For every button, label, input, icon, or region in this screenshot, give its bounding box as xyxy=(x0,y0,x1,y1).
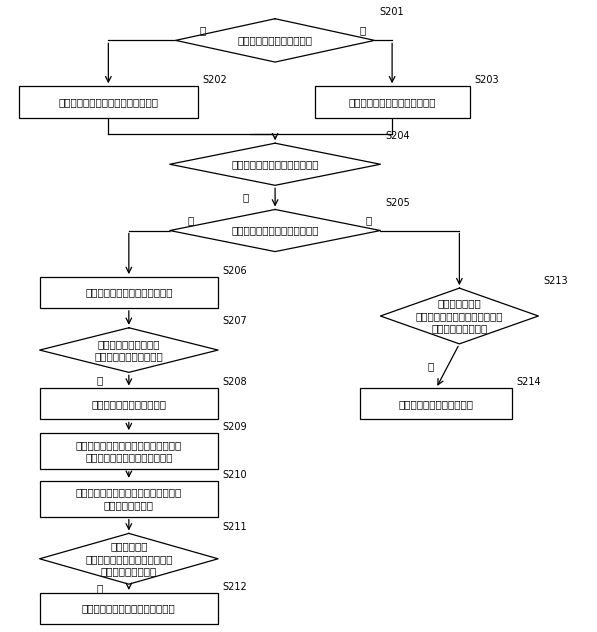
Polygon shape xyxy=(176,19,374,62)
Text: 判定压力波传感器发生故障: 判定压力波传感器发生故障 xyxy=(91,399,167,409)
Text: S202: S202 xyxy=(202,75,227,85)
Text: S209: S209 xyxy=(223,422,247,432)
Text: S207: S207 xyxy=(223,316,248,326)
Text: 判断列车的压力
波列车线激活信号的激活累计时
长是否超出预设时长: 判断列车的压力 波列车线激活信号的激活累计时 长是否超出预设时长 xyxy=(416,298,503,334)
Bar xyxy=(39,593,218,624)
Bar xyxy=(39,389,218,420)
Text: S206: S206 xyxy=(223,265,247,276)
Text: 根据压差预估数据对压力波传感器的压
差检测值进行修正: 根据压差预估数据对压力波传感器的压 差检测值进行修正 xyxy=(76,487,182,510)
Text: S210: S210 xyxy=(223,470,247,480)
Text: S204: S204 xyxy=(385,131,410,142)
Text: S205: S205 xyxy=(385,198,410,207)
Text: S214: S214 xyxy=(517,377,541,387)
Text: 生成更换压力波传感器的提示信息: 生成更换压力波传感器的提示信息 xyxy=(82,604,176,613)
Polygon shape xyxy=(39,533,218,584)
Text: 通过列车通信网络接收车速的实际值: 通过列车通信网络接收车速的实际值 xyxy=(59,97,158,107)
Text: 是: 是 xyxy=(427,361,433,371)
Text: 判断压差检测值或者其
变化率是否超出预设范围: 判断压差检测值或者其 变化率是否超出预设范围 xyxy=(94,339,163,362)
Text: 判定压力波传感器发生故障: 判定压力波传感器发生故障 xyxy=(398,399,473,409)
Bar xyxy=(39,433,218,469)
Text: 否: 否 xyxy=(360,25,366,35)
Text: 是: 是 xyxy=(199,25,205,35)
Polygon shape xyxy=(170,143,380,185)
Text: 判断车速是否小于预设屏蔽阈值: 判断车速是否小于预设屏蔽阈值 xyxy=(232,226,319,236)
Text: S208: S208 xyxy=(223,377,247,387)
Bar xyxy=(39,481,218,517)
Text: 是: 是 xyxy=(97,583,103,593)
Bar xyxy=(19,86,198,118)
Text: S213: S213 xyxy=(543,276,568,286)
Polygon shape xyxy=(39,328,218,372)
Text: 获取压力波传感器的压差检测值: 获取压力波传感器的压差检测值 xyxy=(85,288,173,298)
Bar xyxy=(39,277,218,308)
Text: 否: 否 xyxy=(366,216,372,226)
Text: S212: S212 xyxy=(223,581,248,592)
Text: 判断车速是否小于预设车速阈值: 判断车速是否小于预设车速阈值 xyxy=(232,159,319,169)
Text: 根据车速和压差检测值的历史数据，生
成当前时刻对应的压差预估数据: 根据车速和压差检测值的历史数据，生 成当前时刻对应的压差预估数据 xyxy=(76,440,182,462)
Text: 判断压差预估
数据与压差检测值的历史偏离情
况是否达到预设条件: 判断压差预估 数据与压差检测值的历史偏离情 况是否达到预设条件 xyxy=(85,542,173,576)
Polygon shape xyxy=(380,288,538,344)
Text: 基于定位信息计算车速的估算值: 基于定位信息计算车速的估算值 xyxy=(349,97,436,107)
Text: 判断列车通信网络是否正常: 判断列车通信网络是否正常 xyxy=(238,35,313,46)
Text: 是: 是 xyxy=(243,192,249,202)
Text: S203: S203 xyxy=(474,75,499,85)
Bar xyxy=(315,86,470,118)
Bar xyxy=(360,389,512,420)
Text: S211: S211 xyxy=(223,521,247,532)
Text: 是: 是 xyxy=(187,216,193,226)
Polygon shape xyxy=(170,209,380,252)
Text: 是: 是 xyxy=(97,375,103,386)
Text: S201: S201 xyxy=(379,7,404,17)
